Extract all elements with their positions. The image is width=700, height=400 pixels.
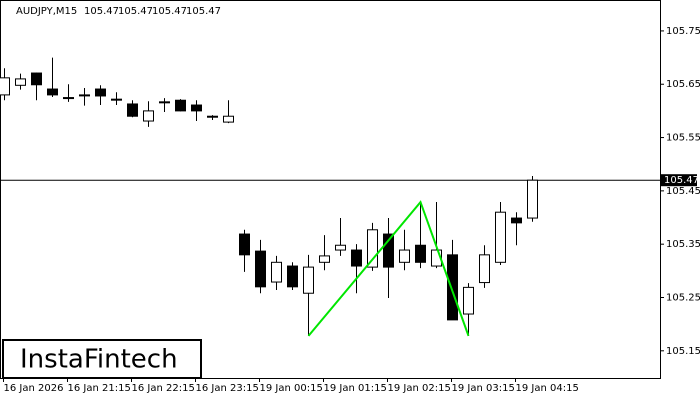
candle-body	[239, 233, 250, 256]
price-tag-label: 105.47	[664, 175, 699, 186]
x-tick-label: 19 Jan 04:15	[516, 383, 579, 394]
candle-body	[31, 72, 42, 86]
candle-body	[79, 94, 90, 97]
x-tick-label: 19 Jan 02:15	[388, 383, 451, 394]
y-tick-label: 105.55	[666, 133, 700, 144]
candle-body	[223, 115, 234, 123]
y-tick-label: 105.75	[666, 26, 700, 37]
candle-body	[127, 103, 138, 117]
candle-body	[191, 104, 202, 112]
candle-body	[319, 255, 330, 263]
candle-body	[383, 233, 394, 268]
y-tick-label: 105.65	[666, 79, 700, 90]
candle-body	[175, 99, 186, 112]
header-price: 105.47	[118, 6, 153, 17]
x-tick-label: 16 Jan 23:15	[196, 383, 259, 394]
candle-body	[207, 115, 218, 118]
price-tag	[661, 174, 697, 187]
candle-body	[479, 254, 490, 284]
candle-body	[447, 254, 458, 321]
plot-area	[0, 0, 661, 379]
candle-body	[367, 229, 378, 268]
candle-body	[159, 101, 170, 104]
header-price: 105.47	[84, 6, 119, 17]
candle-body	[335, 244, 346, 251]
candle-body	[287, 265, 298, 288]
candle-body	[111, 98, 122, 101]
y-tick-label: 105.35	[666, 239, 700, 250]
candle-body	[463, 286, 474, 315]
symbol: AUDJPY,M15	[16, 6, 77, 17]
x-tick-label: 16 Jan 22:15	[132, 383, 195, 394]
header-price: 105.47	[186, 6, 221, 17]
candle-body	[511, 217, 522, 224]
header-price: 105.47	[152, 6, 187, 17]
candle-body	[399, 249, 410, 263]
candle-body	[63, 97, 74, 100]
pattern-line	[307, 200, 470, 337]
candle-body	[47, 88, 58, 96]
candle-body	[303, 266, 314, 294]
logo-box	[2, 339, 202, 379]
candle-body	[351, 249, 362, 267]
y-tick-label: 105.45	[666, 186, 700, 197]
candle-body	[255, 250, 266, 288]
candle-body	[271, 261, 282, 283]
x-tick-label: 16 Jan 21:15	[68, 383, 131, 394]
candle-body	[415, 244, 426, 263]
candle-body	[0, 77, 10, 96]
candle-body	[95, 88, 106, 97]
x-tick-label: 19 Jan 03:15	[452, 383, 515, 394]
x-tick-label: 19 Jan 00:15	[260, 383, 323, 394]
candle-body	[143, 110, 154, 122]
y-tick-label: 105.25	[666, 292, 700, 303]
x-tick-label: 19 Jan 01:15	[324, 383, 387, 394]
x-tick-label: 16 Jan 2026	[4, 383, 64, 394]
y-tick-label: 105.15	[666, 346, 700, 357]
candle-body	[495, 211, 506, 263]
candle-body	[527, 179, 538, 219]
logo: InstaFintech	[20, 345, 178, 375]
candle-body	[15, 78, 26, 86]
